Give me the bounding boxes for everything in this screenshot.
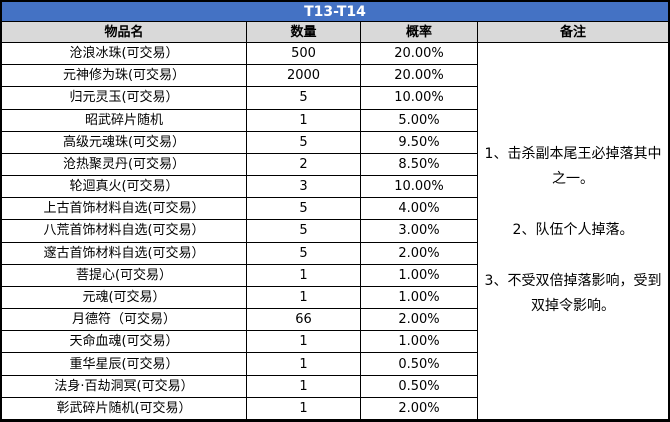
quantity-cell: 1 <box>247 397 361 420</box>
item-name-cell: 归元灵玉(可交易） <box>2 87 247 110</box>
probability-cell: 1.00% <box>361 331 478 354</box>
quantity-cell: 5 <box>247 220 361 243</box>
item-name-cell: 法身·百劫洞冥(可交易） <box>2 375 247 398</box>
quantity-cell: 1 <box>247 264 361 287</box>
column-header-quantity: 数量 <box>247 22 361 43</box>
probability-cell: 2.00% <box>361 397 478 420</box>
probability-cell: 3.00% <box>361 220 478 243</box>
item-name-cell: 八荒首饰材料自选(可交易） <box>2 220 247 243</box>
item-name-cell: 上古首饰材料自选(可交易） <box>2 198 247 221</box>
probability-cell: 2.00% <box>361 242 478 265</box>
quantity-cell: 1 <box>247 109 361 132</box>
table-title: T13-T14 <box>2 2 668 22</box>
quantity-cell: 1 <box>247 331 361 354</box>
item-name-cell: 高级元魂珠(可交易） <box>2 131 247 154</box>
quantity-cell: 5 <box>247 87 361 110</box>
probability-cell: 5.00% <box>361 109 478 132</box>
item-name-cell: 昭武碎片随机 <box>2 109 247 132</box>
table-grid: 物品名 数量 概率 备注 1、击杀副本尾王必掉落其中之一。 2、队伍个人掉落。 … <box>2 22 668 420</box>
item-name-cell: 天命血魂(可交易） <box>2 331 247 354</box>
column-header-notes: 备注 <box>478 22 668 43</box>
item-name-cell: 彰武碎片随机(可交易） <box>2 397 247 420</box>
item-name-cell: 月德符（可交易） <box>2 309 247 332</box>
column-header-probability: 概率 <box>361 22 478 43</box>
quantity-cell: 1 <box>247 375 361 398</box>
probability-cell: 10.00% <box>361 87 478 110</box>
probability-cell: 9.50% <box>361 131 478 154</box>
quantity-cell: 1 <box>247 286 361 310</box>
item-name-cell: 菩提心(可交易） <box>2 264 247 287</box>
probability-cell: 8.50% <box>361 153 478 177</box>
quantity-cell: 500 <box>247 43 361 66</box>
probability-cell: 10.00% <box>361 176 478 199</box>
note-line: 1、击杀副本尾王必掉落其中之一。 <box>484 146 662 188</box>
item-name-cell: 元神修为珠(可交易） <box>2 65 247 88</box>
quantity-cell: 2 <box>247 153 361 177</box>
quantity-cell: 5 <box>247 198 361 221</box>
item-name-cell: 沧热聚灵丹(可交易） <box>2 153 247 177</box>
item-name-cell: 重华星辰(可交易） <box>2 353 247 376</box>
quantity-cell: 5 <box>247 131 361 154</box>
note-line: 2、队伍个人掉落。 <box>512 222 634 239</box>
column-header-item-name: 物品名 <box>2 22 247 43</box>
probability-cell: 20.00% <box>361 65 478 88</box>
probability-cell: 1.00% <box>361 286 478 310</box>
quantity-cell: 5 <box>247 242 361 265</box>
quantity-cell: 1 <box>247 353 361 376</box>
item-name-cell: 沧浪冰珠(可交易） <box>2 43 247 66</box>
quantity-cell: 66 <box>247 309 361 332</box>
quantity-cell: 3 <box>247 176 361 199</box>
notes-cell: 1、击杀副本尾王必掉落其中之一。 2、队伍个人掉落。 3、不受双倍掉落影响，受到… <box>478 43 668 420</box>
probability-cell: 2.00% <box>361 309 478 332</box>
quantity-cell: 2000 <box>247 65 361 88</box>
probability-cell: 20.00% <box>361 43 478 66</box>
probability-cell: 1.00% <box>361 264 478 287</box>
probability-cell: 0.50% <box>361 353 478 376</box>
item-name-cell: 轮迴真火(可交易） <box>2 176 247 199</box>
probability-cell: 0.50% <box>361 375 478 398</box>
probability-cell: 4.00% <box>361 198 478 221</box>
item-name-cell: 邃古首饰材料自选(可交易） <box>2 242 247 265</box>
note-line: 3、不受双倍掉落影响，受到双掉令影响。 <box>484 273 662 315</box>
item-name-cell: 元魂(可交易） <box>2 286 247 310</box>
